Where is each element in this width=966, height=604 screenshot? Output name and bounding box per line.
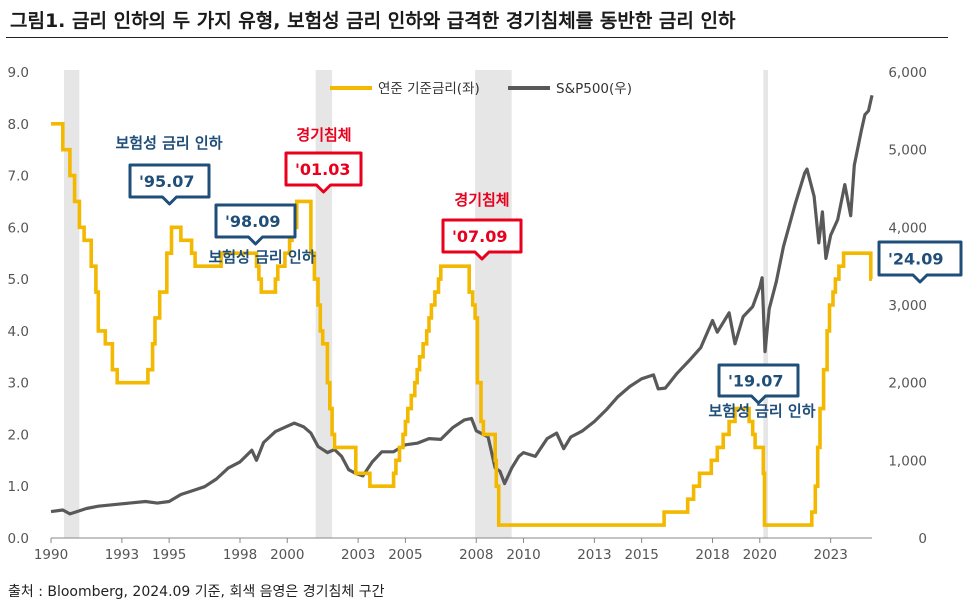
y-left-tick-label-6: 6.0 bbox=[8, 220, 29, 236]
x-tick-label-1998: 1998 bbox=[223, 547, 257, 563]
callout-date-3: '01.03 bbox=[295, 160, 351, 179]
callout-box-2 bbox=[214, 203, 297, 246]
x-tick-label-2015: 2015 bbox=[624, 547, 658, 563]
rate-line-group bbox=[51, 122, 873, 527]
y-right-tick-label-3: 3,000 bbox=[888, 298, 927, 314]
y-right-tick-label-0: 0 bbox=[918, 531, 927, 547]
y-left-tick-label-8: 8.0 bbox=[8, 117, 29, 133]
y-left-tick-label-5: 5.0 bbox=[8, 272, 29, 288]
callout-label-4: 경기침체 bbox=[454, 191, 509, 209]
x-tick-label-2013: 2013 bbox=[577, 547, 611, 563]
y-right-tick-label-5: 5,000 bbox=[888, 143, 927, 159]
callout-date-6: '24.09 bbox=[888, 250, 944, 269]
x-tick-label-2008: 2008 bbox=[459, 547, 493, 563]
y-right-tick-label-1: 1,000 bbox=[888, 453, 927, 469]
spx-line bbox=[50, 94, 874, 516]
y-left-tick-label-9: 9.0 bbox=[8, 65, 29, 81]
callout-box-5 bbox=[717, 363, 800, 405]
y-right-tick-label-6: 6,000 bbox=[888, 65, 927, 81]
callout-date-2: '98.09 bbox=[225, 212, 281, 231]
y-left-tick-label-7: 7.0 bbox=[8, 169, 29, 185]
recession-band-3 bbox=[475, 70, 512, 538]
recession-band-4 bbox=[763, 70, 769, 538]
legend-rate-label: 연준 기준금리(좌) bbox=[378, 81, 480, 97]
legend: 연준 기준금리(좌) S&P500(우) bbox=[330, 81, 632, 97]
y-right-tick-label-2: 2,000 bbox=[888, 376, 927, 392]
legend-spx-label: S&P500(우) bbox=[556, 81, 632, 97]
callout-label-3: 경기침체 bbox=[296, 126, 351, 144]
recession-band-1 bbox=[63, 70, 80, 538]
y-left-tick-label-3: 3.0 bbox=[8, 376, 29, 392]
source-note: 출처 : Bloomberg, 2024.09 기준, 회색 음영은 경기침체 … bbox=[8, 584, 385, 600]
callout-date-4: '07.09 bbox=[452, 227, 508, 246]
y-left-tick-label-2: 2.0 bbox=[8, 427, 29, 443]
x-tick-label-2000: 2000 bbox=[270, 547, 304, 563]
fed-rate-line bbox=[51, 122, 873, 527]
x-tick-label-2003: 2003 bbox=[341, 547, 375, 563]
axes-group: 1990 1993 1995 1998 2000 2003 2005 2008 2010 2013… bbox=[8, 65, 927, 563]
callout-box-6 bbox=[877, 240, 963, 284]
callout-date-5: '19.07 bbox=[728, 372, 784, 391]
callout-box-4 bbox=[441, 218, 523, 261]
x-tick-label-2010: 2010 bbox=[506, 547, 540, 563]
x-tick-label-1993: 1993 bbox=[105, 547, 139, 563]
annotations-group: '95.07 보험성 금리 인하 '98.09 보험성 금리 인하 '01.03 경기침체… bbox=[115, 126, 963, 420]
callout-label-5: 보험성 금리 인하 bbox=[708, 402, 815, 420]
x-tick-label-2018: 2018 bbox=[695, 547, 729, 563]
x-tick-label-1990: 1990 bbox=[34, 547, 68, 563]
spx-line-group bbox=[50, 94, 874, 516]
callout-date-1: '95.07 bbox=[139, 172, 195, 191]
chart-title: 그림1. 금리 인하의 두 가지 유형, 보험성 금리 인하와 급격한 경기침체… bbox=[10, 10, 736, 32]
callout-label-2: 보험성 금리 인하 bbox=[208, 248, 315, 266]
title-divider bbox=[6, 37, 948, 38]
y-right-tick-label-4: 4,000 bbox=[888, 220, 927, 236]
callout-box-1 bbox=[128, 163, 211, 206]
callout-label-1: 보험성 금리 인하 bbox=[115, 134, 222, 152]
y-left-tick-label-4: 4.0 bbox=[8, 324, 29, 340]
y-left-tick-label-0: 0.0 bbox=[8, 531, 29, 547]
x-tick-label-2005: 2005 bbox=[388, 547, 422, 563]
y-left-tick-label-1: 1.0 bbox=[8, 479, 29, 495]
x-tick-label-2023: 2023 bbox=[813, 547, 847, 563]
x-tick-label-1995: 1995 bbox=[152, 547, 186, 563]
x-tick-label-2020: 2020 bbox=[743, 547, 777, 563]
callout-box-3 bbox=[284, 151, 363, 194]
